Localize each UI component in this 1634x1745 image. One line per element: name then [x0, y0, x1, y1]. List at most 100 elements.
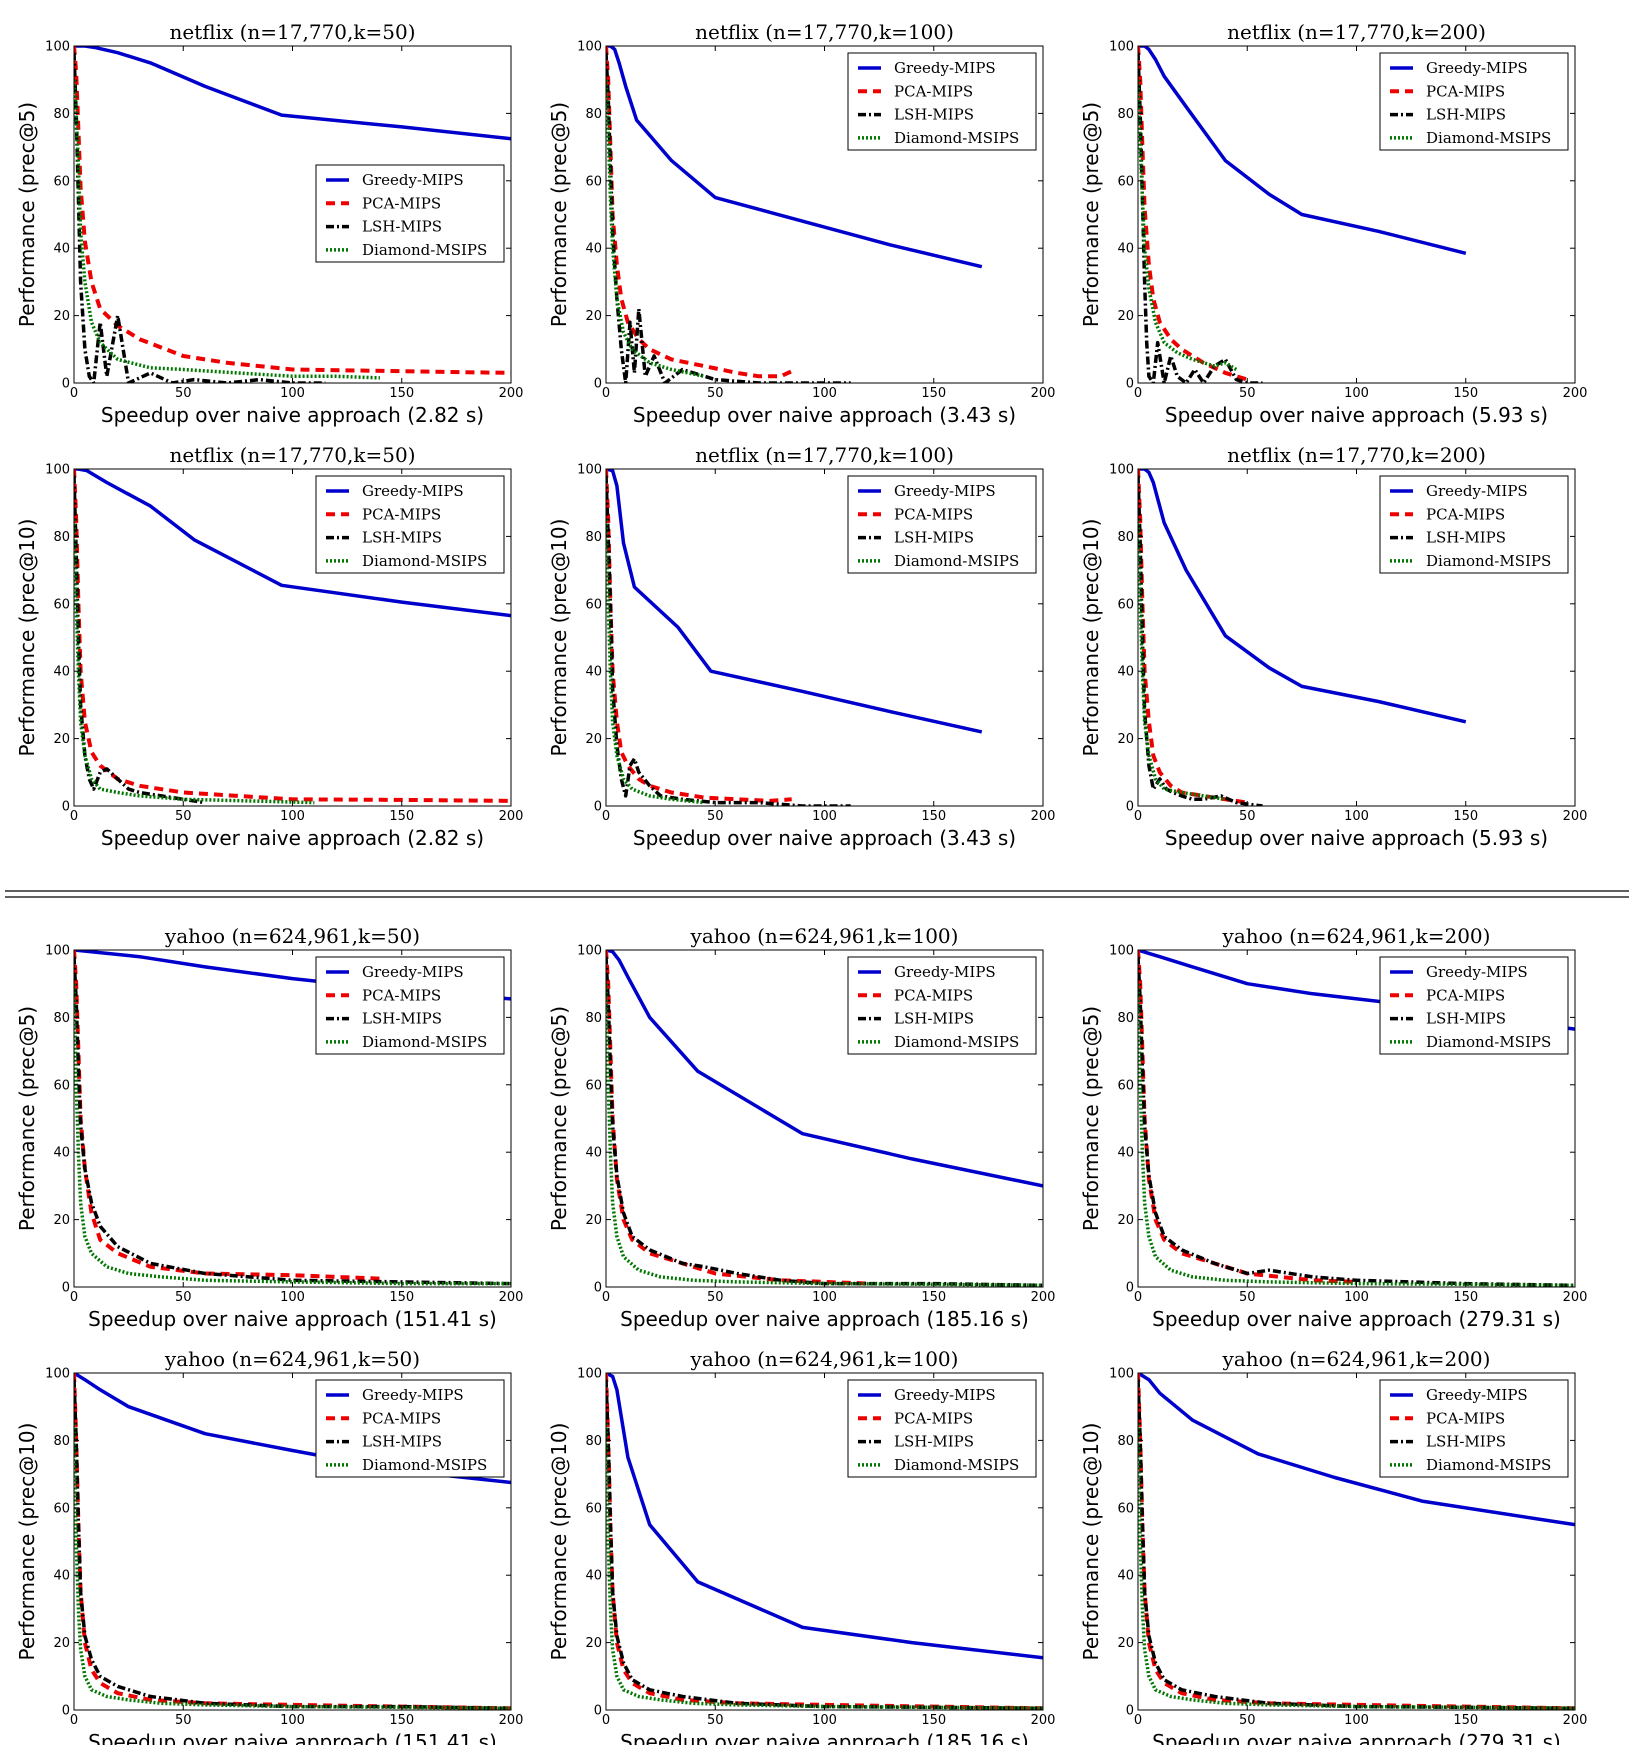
legend-label: Diamond-MSIPS: [362, 1033, 487, 1051]
y-axis-label: Performance (prec@10): [15, 519, 39, 757]
legend-label: LSH-MIPS: [362, 1010, 442, 1028]
x-tick-label: 100: [812, 1290, 837, 1305]
x-axis-label: Speedup over naive approach (2.82 s): [101, 826, 484, 850]
y-tick-label: 60: [585, 597, 602, 612]
y-tick-label: 80: [585, 530, 602, 545]
y-tick-label: 20: [585, 1213, 602, 1228]
chart-title: yahoo (n=624,961,k=200): [1222, 924, 1491, 948]
x-tick-label: 0: [70, 1290, 78, 1305]
y-tick-label: 60: [53, 174, 70, 189]
y-tick-label: 40: [585, 242, 602, 257]
x-tick-label: 100: [1344, 1290, 1369, 1305]
x-axis-label: Speedup over naive approach (185.16 s): [620, 1307, 1029, 1331]
y-tick-label: 80: [585, 107, 602, 122]
y-tick-label: 80: [1117, 530, 1134, 545]
legend-label: LSH-MIPS: [362, 529, 442, 547]
y-tick-label: 0: [62, 1281, 70, 1296]
y-tick-label: 80: [1117, 1434, 1134, 1449]
chart-panel: 0 50 100 150 200 0 20 40 60 80 100 yahoo (n=624,961…: [15, 1347, 523, 1745]
y-axis-label: Performance (prec@10): [1079, 1423, 1103, 1661]
legend-label: Diamond-MSIPS: [894, 129, 1019, 147]
legend-label: LSH-MIPS: [1426, 106, 1506, 124]
y-tick-label: 80: [1117, 1011, 1134, 1026]
series-line-pca-mips: [1138, 950, 1357, 1284]
y-axis-label: Performance (prec@5): [15, 102, 39, 327]
legend-label: Diamond-MSIPS: [894, 552, 1019, 570]
legend: Greedy-MIPS PCA-MIPS LSH-MIPS Diamond-MSIPS: [315, 164, 505, 263]
y-tick-label: 60: [1117, 174, 1134, 189]
series-group: [606, 46, 983, 383]
y-tick-label: 80: [53, 1434, 70, 1449]
y-tick-label: 60: [585, 1078, 602, 1093]
y-tick-label: 60: [53, 1078, 70, 1093]
legend-label: Diamond-MSIPS: [362, 1456, 487, 1474]
legend-label: PCA-MIPS: [894, 82, 973, 100]
y-tick-label: 40: [53, 242, 70, 257]
x-tick-label: 50: [707, 809, 724, 824]
y-tick-label: 0: [1126, 1281, 1134, 1296]
y-tick-label: 0: [1126, 1704, 1134, 1719]
series-line-lsh-mips: [606, 475, 851, 806]
y-tick-label: 80: [585, 1434, 602, 1449]
legend-label: Diamond-MSIPS: [1426, 1456, 1551, 1474]
x-tick-label: 100: [1344, 1713, 1369, 1728]
x-tick-label: 50: [1239, 809, 1256, 824]
x-tick-label: 100: [812, 1713, 837, 1728]
y-tick-label: 40: [1117, 1569, 1134, 1584]
y-tick-label: 40: [53, 1146, 70, 1161]
x-tick-label: 50: [707, 1290, 724, 1305]
legend-label: LSH-MIPS: [894, 529, 974, 547]
x-tick-label: 0: [602, 386, 610, 401]
legend-label: Diamond-MSIPS: [1426, 129, 1551, 147]
legend: Greedy-MIPS PCA-MIPS LSH-MIPS Diamond-MSIPS: [315, 475, 505, 574]
y-axis-label: Performance (prec@10): [547, 1423, 571, 1661]
legend: Greedy-MIPS PCA-MIPS LSH-MIPS Diamond-MSIPS: [1379, 956, 1569, 1055]
series-line-lsh-mips: [74, 956, 511, 1286]
x-tick-label: 100: [280, 809, 305, 824]
x-tick-label: 50: [1239, 1290, 1256, 1305]
y-tick-label: 40: [585, 665, 602, 680]
legend-label: Diamond-MSIPS: [1426, 552, 1551, 570]
chart-panel: 0 50 100 150 200 0 20 40 60 80 100 netflix (n=17,77…: [15, 20, 523, 427]
y-tick-label: 80: [1117, 107, 1134, 122]
legend: Greedy-MIPS PCA-MIPS LSH-MIPS Diamond-MSIPS: [847, 956, 1037, 1055]
y-tick-label: 80: [53, 530, 70, 545]
legend: Greedy-MIPS PCA-MIPS LSH-MIPS Diamond-MSIPS: [1379, 1379, 1569, 1478]
x-tick-label: 0: [70, 386, 78, 401]
series-line-pca-mips: [1138, 46, 1248, 382]
x-tick-label: 150: [1453, 809, 1478, 824]
legend-label: Diamond-MSIPS: [362, 241, 487, 259]
x-tick-label: 0: [1134, 809, 1142, 824]
legend: Greedy-MIPS PCA-MIPS LSH-MIPS Diamond-MSIPS: [315, 956, 505, 1055]
chart-panel: 0 50 100 150 200 0 20 40 60 80 100 netflix (n=17,77…: [15, 443, 523, 850]
x-tick-label: 200: [499, 1713, 524, 1728]
chart-title: yahoo (n=624,961,k=100): [690, 1347, 959, 1371]
legend-label: PCA-MIPS: [894, 986, 973, 1004]
series-line-greedy-mips: [1138, 1373, 1575, 1527]
y-tick-label: 20: [585, 309, 602, 324]
series-line-lsh-mips: [74, 475, 206, 805]
legend: Greedy-MIPS PCA-MIPS LSH-MIPS Diamond-MSIPS: [847, 475, 1037, 574]
legend-label: Greedy-MIPS: [1426, 963, 1528, 981]
x-tick-label: 100: [1344, 386, 1369, 401]
x-tick-label: 150: [1453, 1713, 1478, 1728]
series-line-greedy-mips: [606, 950, 1043, 1188]
y-tick-label: 0: [1126, 800, 1134, 815]
y-tick-label: 100: [1109, 40, 1134, 55]
chart-panel: 0 50 100 150 200 0 20 40 60 80 100 netflix (n=17,77…: [547, 20, 1055, 427]
legend-label: Greedy-MIPS: [362, 171, 464, 189]
legend-label: LSH-MIPS: [894, 1433, 974, 1451]
y-axis-label: Performance (prec@10): [1079, 519, 1103, 757]
y-tick-label: 60: [1117, 1501, 1134, 1516]
chart-panel: 0 50 100 150 200 0 20 40 60 80 100 yahoo (n=624,961…: [1079, 1347, 1587, 1745]
y-tick-label: 100: [577, 463, 602, 478]
x-tick-label: 200: [499, 386, 524, 401]
legend-label: PCA-MIPS: [894, 505, 973, 523]
series-line-pca-mips: [74, 950, 380, 1281]
y-tick-label: 20: [1117, 1636, 1134, 1651]
x-axis-label: Speedup over naive approach (279.31 s): [1152, 1307, 1561, 1331]
y-axis-label: Performance (prec@5): [1079, 102, 1103, 327]
legend: Greedy-MIPS PCA-MIPS LSH-MIPS Diamond-MSIPS: [1379, 52, 1569, 151]
series-line-pca-mips: [606, 950, 869, 1286]
